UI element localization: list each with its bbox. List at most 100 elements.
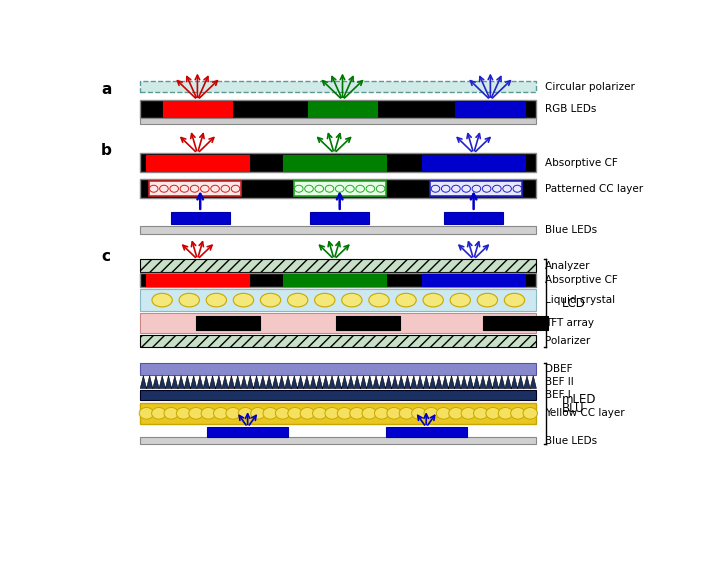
Bar bbox=[148, 182, 240, 196]
Text: Absorptive CF: Absorptive CF bbox=[545, 275, 618, 285]
Circle shape bbox=[498, 407, 513, 419]
Circle shape bbox=[503, 185, 511, 192]
Text: LCD: LCD bbox=[562, 296, 585, 309]
Circle shape bbox=[325, 407, 339, 419]
Circle shape bbox=[486, 407, 500, 419]
Bar bbox=[140, 403, 536, 424]
Bar bbox=[310, 212, 369, 225]
Circle shape bbox=[160, 185, 168, 192]
Circle shape bbox=[449, 407, 463, 419]
Circle shape bbox=[152, 407, 166, 419]
Circle shape bbox=[336, 185, 344, 192]
Ellipse shape bbox=[504, 293, 525, 307]
Circle shape bbox=[201, 185, 209, 192]
Text: Yellow CC layer: Yellow CC layer bbox=[545, 408, 624, 418]
Text: DBEF: DBEF bbox=[545, 364, 572, 374]
Text: Analyzer: Analyzer bbox=[545, 260, 590, 270]
Text: c: c bbox=[101, 249, 110, 264]
Ellipse shape bbox=[342, 293, 362, 307]
Circle shape bbox=[513, 185, 521, 192]
Circle shape bbox=[492, 185, 501, 192]
Ellipse shape bbox=[233, 293, 253, 307]
Bar bbox=[422, 155, 526, 171]
Circle shape bbox=[226, 407, 240, 419]
Ellipse shape bbox=[152, 293, 172, 307]
Bar bbox=[422, 274, 526, 286]
Circle shape bbox=[300, 407, 315, 419]
Circle shape bbox=[231, 185, 240, 192]
Circle shape bbox=[472, 185, 481, 192]
Text: BEF I: BEF I bbox=[545, 390, 570, 400]
Circle shape bbox=[305, 185, 313, 192]
Circle shape bbox=[238, 407, 253, 419]
Text: BLU: BLU bbox=[562, 402, 584, 415]
Text: Blue LEDs: Blue LEDs bbox=[545, 225, 597, 235]
Circle shape bbox=[288, 407, 302, 419]
Text: BEF II: BEF II bbox=[545, 377, 574, 387]
Text: a: a bbox=[101, 82, 112, 97]
Circle shape bbox=[474, 407, 488, 419]
Circle shape bbox=[150, 185, 158, 192]
Circle shape bbox=[374, 407, 389, 419]
Ellipse shape bbox=[396, 293, 416, 307]
Circle shape bbox=[377, 185, 385, 192]
Bar bbox=[483, 316, 547, 330]
Bar bbox=[140, 289, 536, 312]
Bar bbox=[145, 155, 249, 171]
Circle shape bbox=[189, 407, 203, 419]
Circle shape bbox=[346, 185, 354, 192]
Text: Absorptive CF: Absorptive CF bbox=[545, 158, 618, 168]
Circle shape bbox=[350, 407, 364, 419]
Bar bbox=[140, 226, 536, 235]
Circle shape bbox=[451, 185, 460, 192]
Circle shape bbox=[214, 407, 228, 419]
Circle shape bbox=[462, 185, 470, 192]
Bar bbox=[140, 81, 536, 92]
Text: Patterned CC layer: Patterned CC layer bbox=[545, 183, 643, 193]
Circle shape bbox=[294, 185, 303, 192]
Bar bbox=[140, 363, 536, 375]
Polygon shape bbox=[140, 376, 536, 389]
Circle shape bbox=[139, 407, 153, 419]
Circle shape bbox=[180, 185, 189, 192]
Text: Blue LEDs: Blue LEDs bbox=[545, 436, 597, 446]
Bar bbox=[282, 274, 386, 286]
Bar bbox=[145, 274, 249, 286]
Circle shape bbox=[211, 185, 220, 192]
Circle shape bbox=[366, 185, 374, 192]
Bar bbox=[163, 101, 233, 117]
Bar bbox=[336, 316, 400, 330]
Ellipse shape bbox=[450, 293, 470, 307]
Bar bbox=[140, 259, 536, 272]
Circle shape bbox=[325, 185, 334, 192]
Circle shape bbox=[523, 407, 537, 419]
Bar bbox=[444, 212, 503, 225]
Circle shape bbox=[251, 407, 265, 419]
Text: b: b bbox=[101, 143, 112, 158]
Bar bbox=[140, 313, 536, 333]
Ellipse shape bbox=[315, 293, 335, 307]
Bar bbox=[140, 118, 536, 123]
Circle shape bbox=[461, 407, 475, 419]
Circle shape bbox=[431, 185, 440, 192]
Circle shape bbox=[201, 407, 215, 419]
Circle shape bbox=[170, 185, 179, 192]
Text: Liquid crystal: Liquid crystal bbox=[545, 295, 615, 305]
Bar bbox=[196, 316, 260, 330]
Text: mLED: mLED bbox=[562, 393, 596, 406]
Ellipse shape bbox=[179, 293, 199, 307]
Ellipse shape bbox=[369, 293, 389, 307]
Bar bbox=[431, 182, 523, 196]
Circle shape bbox=[176, 407, 191, 419]
Circle shape bbox=[312, 407, 327, 419]
Circle shape bbox=[510, 407, 525, 419]
Circle shape bbox=[190, 185, 199, 192]
Ellipse shape bbox=[261, 293, 281, 307]
Text: Polarizer: Polarizer bbox=[545, 336, 590, 346]
Circle shape bbox=[337, 407, 351, 419]
Bar bbox=[307, 101, 377, 117]
Text: TFT array: TFT array bbox=[545, 318, 594, 328]
Bar bbox=[140, 153, 536, 172]
Circle shape bbox=[412, 407, 426, 419]
Bar bbox=[140, 390, 536, 400]
